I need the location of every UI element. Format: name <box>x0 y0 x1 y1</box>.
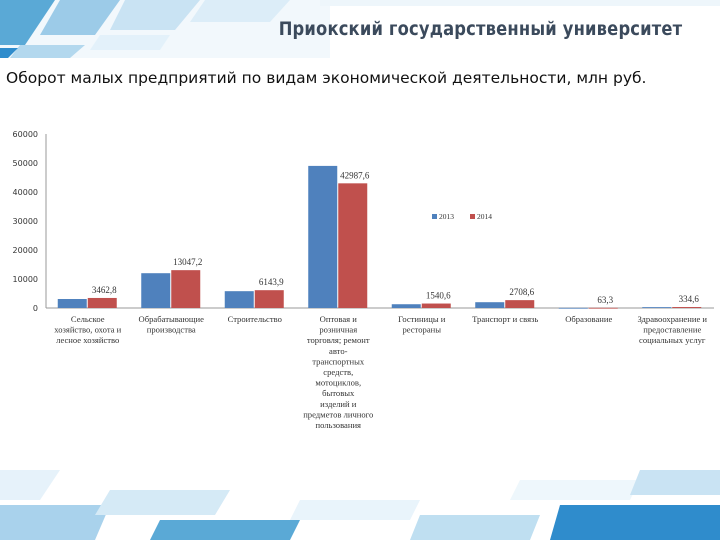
bar-2013 <box>558 307 588 309</box>
data-label: 334,6 <box>679 294 700 304</box>
bar-2013 <box>475 302 505 308</box>
category-label: Сельское хозяйство, охота и лесное хозяйст… <box>54 314 121 345</box>
category-label: Строительство <box>228 314 282 324</box>
legend-label: 2013 <box>439 212 454 221</box>
bar-2014 <box>87 297 117 308</box>
bar-2014 <box>254 290 284 308</box>
footer-pattern <box>0 470 720 540</box>
header-pattern <box>0 0 720 58</box>
legend-swatch-2014 <box>470 214 475 219</box>
bar-2013 <box>391 304 421 308</box>
y-tick-label: 50000 <box>13 159 38 168</box>
data-label: 6143,9 <box>259 277 284 287</box>
university-name: Приокский государственный университет <box>278 18 682 40</box>
bar-2013 <box>308 165 338 308</box>
bar-chart: 0 10000 20000 30000 40000 50000 60000 3462,8 Сел… <box>13 130 714 430</box>
y-tick-label: 30000 <box>13 217 38 226</box>
legend-swatch-2013 <box>432 214 437 219</box>
y-tick-label: 20000 <box>13 246 38 255</box>
data-label: 63,3 <box>597 295 613 305</box>
bar-2013 <box>141 273 171 308</box>
data-label: 3462,8 <box>92 285 117 295</box>
category-label: Гостиницы и рестораны <box>398 314 446 335</box>
category-label: Транспорт и связь <box>472 314 538 324</box>
legend-label: 2014 <box>477 212 492 221</box>
data-label: 13047,2 <box>173 257 202 267</box>
bar-2014 <box>505 300 535 308</box>
y-tick-label: 60000 <box>13 130 38 139</box>
header: Приокский государственный университет <box>0 0 720 62</box>
category-label: Здравоохранение и предоставление социальны… <box>637 314 707 345</box>
bar-2013 <box>642 307 672 308</box>
y-tick-label: 40000 <box>13 188 38 197</box>
bar-2013 <box>57 299 87 308</box>
category-label: Образование <box>565 314 612 324</box>
bar-2014 <box>421 303 451 308</box>
y-tick-label: 0 <box>33 304 38 313</box>
data-label: 2708,6 <box>509 287 534 297</box>
data-label: 42987,6 <box>340 170 370 180</box>
category-label: Обрабатывающие производства <box>139 314 205 335</box>
bar-2014 <box>338 183 368 308</box>
data-label: 1540,6 <box>426 291 451 301</box>
page-title: Оборот малых предприятий по видам эконом… <box>6 69 647 87</box>
bar-2014 <box>672 307 702 308</box>
y-tick-label: 10000 <box>13 275 38 284</box>
bar-2013 <box>224 291 254 308</box>
bar-2014 <box>171 270 201 308</box>
category-label: Оптовая и розничная торговля; ремонт авто-т… <box>303 314 373 430</box>
bar-2014 <box>588 307 618 309</box>
